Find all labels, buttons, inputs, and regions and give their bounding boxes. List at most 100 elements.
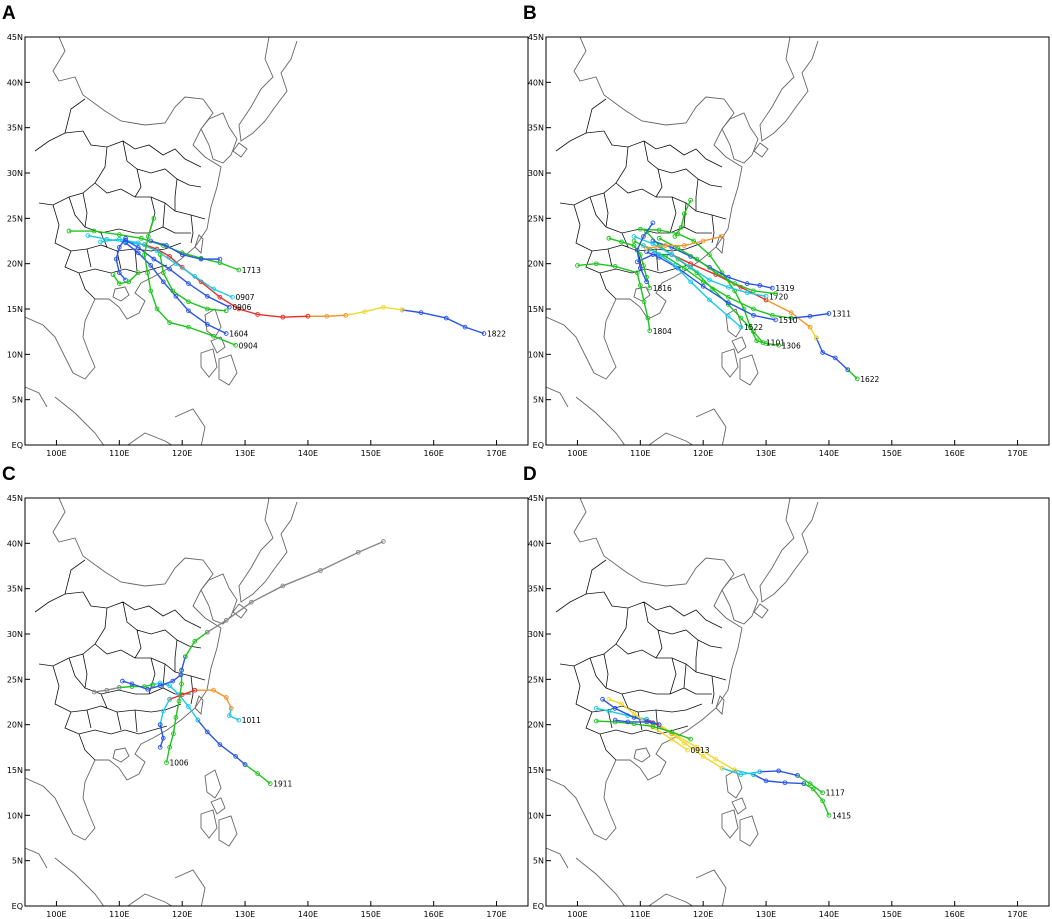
track-point: [204, 729, 210, 735]
lat-tick-label: 5N: [12, 857, 23, 866]
track-point: [362, 309, 367, 315]
track-point: [644, 719, 649, 725]
track-point: [656, 235, 662, 241]
lat-tick-label: EQ: [12, 441, 23, 450]
track-point: [725, 294, 731, 300]
track-label: 1306: [782, 341, 801, 350]
lat-tick-label: 30N: [7, 630, 23, 639]
track-label: 1604: [229, 329, 248, 338]
track-point: [355, 550, 361, 555]
track-point: [182, 654, 188, 660]
track-point: [656, 722, 662, 728]
track-segment: [608, 237, 651, 289]
track-segment: [100, 238, 233, 298]
track-point: [669, 729, 675, 735]
track-segment: [125, 242, 227, 335]
track-point: [85, 233, 91, 238]
track-point: [769, 312, 775, 318]
track-point: [776, 768, 781, 774]
track-point: [167, 266, 172, 272]
track-segment: [152, 682, 199, 721]
track-point: [641, 263, 646, 268]
track-point: [126, 279, 132, 285]
track-point: [675, 256, 681, 262]
track-point: [160, 270, 166, 276]
track-point: [116, 244, 122, 250]
lat-tick-label: 35N: [528, 585, 544, 594]
track-point: [123, 240, 128, 246]
track-segment: [159, 698, 171, 725]
track-label: 1816: [653, 284, 672, 293]
track-point: [255, 771, 260, 776]
typhoon-track-1604: 1604: [123, 240, 249, 338]
map-frame: [24, 497, 529, 907]
track-point: [738, 315, 744, 321]
typhoon-track: [110, 270, 141, 286]
map-panel-b: B 100E 110E 120E 130E 140E 150E 160E 170E EQ 5N 10N…: [523, 3, 1050, 458]
lat-tick-label: EQ: [533, 441, 544, 450]
track-point: [725, 284, 731, 290]
track-point: [647, 328, 653, 334]
lon-tick-label: 140E: [298, 910, 318, 919]
track-point: [663, 243, 668, 248]
track-point: [116, 236, 122, 242]
track-point: [773, 291, 778, 296]
map-panel-a: A 100E 110E 120E 130E 140E 150E 160E 170E EQ 5N 10N…: [2, 3, 529, 458]
lon-tick-label: 150E: [361, 910, 381, 919]
track-point: [135, 244, 141, 250]
track-point: [179, 667, 184, 673]
track-point: [820, 350, 825, 355]
track-segment: [180, 656, 187, 671]
track-point: [810, 786, 816, 792]
track-point: [694, 256, 700, 262]
lat-tick-label: 25N: [7, 214, 23, 223]
track-point: [647, 285, 653, 291]
track-segment: [671, 733, 723, 769]
lat-tick-label: 15N: [7, 766, 23, 775]
track-segment: [150, 240, 220, 260]
map-panel-d: D 100E 110E 120E 130E 140E 150E 160E 170E EQ 5N 10N…: [523, 464, 1050, 919]
track-segment: [143, 218, 236, 346]
track-point: [593, 705, 599, 711]
typhoon-track: [644, 234, 725, 251]
lon-tick-label: 110E: [630, 449, 650, 458]
lat-tick-label: 20N: [7, 260, 23, 269]
track-point: [233, 342, 238, 348]
track-point: [186, 324, 191, 330]
track-point: [211, 687, 216, 693]
track-point: [217, 256, 223, 262]
lat-tick-label: EQ: [12, 902, 23, 911]
track-point: [612, 264, 618, 269]
track-point: [305, 313, 311, 319]
track-point: [280, 314, 286, 320]
track-point: [98, 239, 103, 245]
track-point: [154, 306, 160, 312]
track-point: [167, 320, 172, 325]
track-point: [807, 313, 813, 319]
track-point: [619, 239, 624, 245]
track-segment: [646, 235, 723, 249]
lon-tick-label: 120E: [172, 449, 192, 458]
track-point: [782, 780, 788, 786]
track-point: [223, 695, 229, 700]
track-point: [110, 272, 116, 277]
track-point: [223, 618, 229, 623]
track-point: [242, 762, 248, 767]
track-segment: [596, 720, 691, 740]
lon-tick-label: 130E: [235, 910, 255, 919]
lon-tick-label: 170E: [486, 910, 506, 919]
track-label: 1822: [487, 329, 506, 338]
track-point: [171, 731, 176, 737]
track-point: [204, 629, 210, 635]
track-point: [575, 263, 580, 268]
track-point: [688, 279, 693, 285]
lon-tick-label: 100E: [567, 449, 587, 458]
track-point: [688, 264, 693, 270]
track-label: 1011: [242, 716, 261, 725]
track-point: [164, 760, 169, 766]
typhoon-track-1522: 1522: [641, 243, 763, 332]
track-point: [826, 311, 832, 316]
track-segment: [115, 237, 127, 281]
lon-tick-label: 100E: [46, 910, 66, 919]
track-point: [145, 686, 150, 692]
